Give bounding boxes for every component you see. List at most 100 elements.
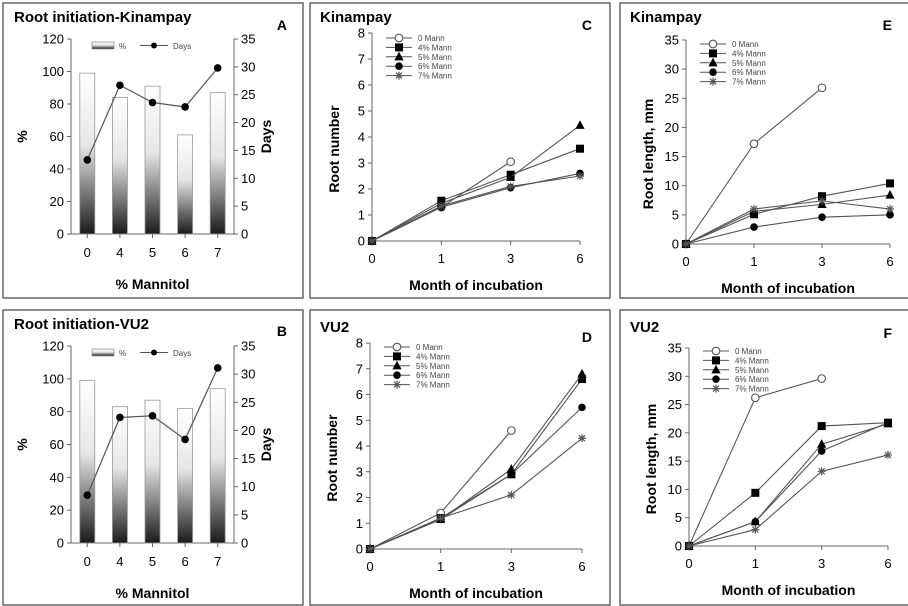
panel-frame [309, 2, 611, 299]
x-tick-label: 0 [366, 559, 373, 574]
x-tick-label: 0 [368, 251, 375, 266]
data-point [506, 464, 516, 473]
y-tick-label: 0 [358, 234, 365, 249]
y-tick-label: 0 [356, 542, 363, 557]
legend-marker [395, 71, 403, 80]
legend-label: 5% Mann [732, 59, 766, 68]
data-point [751, 488, 760, 497]
data-point [506, 426, 516, 435]
data-point [818, 213, 826, 221]
panel-title: Root initiation-Kinampay [14, 9, 192, 26]
panel-b: Root initiation-VU2 B02040608010012005101… [2, 309, 304, 606]
y-tick-label: 5 [675, 510, 682, 525]
x-tick-label: 3 [818, 556, 825, 571]
x-tick-label: 6 [181, 554, 188, 569]
y-tick-label: 80 [50, 97, 64, 112]
panel-title: Kinampay [630, 9, 702, 26]
legend-label: 6% Mann [418, 62, 452, 71]
legend-bar-swatch [91, 348, 115, 357]
y-tick-label: 120 [42, 32, 64, 47]
legend-label: 5% Mann [416, 362, 450, 371]
y-axis-label: Root number [324, 414, 340, 502]
y-tick-label: 7 [356, 361, 363, 376]
bar [209, 92, 226, 235]
y-tick-label: 0 [675, 539, 682, 554]
legend-marker [394, 33, 404, 43]
data-point [818, 192, 826, 201]
x-tick-label: 6 [576, 251, 583, 266]
y2-tick-label: 20 [241, 423, 255, 438]
data-point [437, 201, 446, 210]
data-point [884, 418, 892, 427]
panel-letter: F [883, 325, 892, 341]
y-tick-label: 40 [50, 470, 64, 485]
y-tick-label: 6 [356, 387, 363, 402]
x-tick-label: 6 [884, 556, 891, 571]
y-tick-label: 80 [50, 404, 64, 419]
y-tick-label: 10 [668, 482, 682, 497]
x-tick-label: 1 [438, 251, 445, 266]
x-tick-label: 7 [214, 245, 221, 260]
legend-label: 7% Mann [732, 78, 766, 87]
x-tick-label: 5 [149, 245, 156, 260]
y2-axis-label: Days [258, 428, 274, 462]
y-tick-label: 25 [668, 397, 682, 412]
data-point [576, 144, 584, 153]
legend-marker [393, 380, 401, 389]
x-tick-label: 0 [84, 554, 91, 569]
bar [144, 85, 161, 235]
x-axis-label: % Mannitol [116, 276, 190, 292]
legend-label: 4% Mann [732, 49, 766, 58]
legend-label: 0 Mann [735, 347, 762, 356]
data-point [685, 542, 693, 550]
bar [112, 97, 128, 235]
data-point [818, 196, 826, 205]
x-axis-label: Month of incubation [722, 582, 856, 598]
x-tick-label: 6 [181, 245, 188, 260]
legend-label: 4% Mann [416, 352, 450, 361]
legend-line-marker [151, 42, 157, 49]
data-point [749, 139, 759, 149]
y-tick-label: 20 [665, 120, 679, 135]
legend-line-marker [151, 349, 157, 356]
legend-marker [708, 39, 718, 49]
data-point [682, 240, 690, 248]
bar [144, 399, 161, 544]
legend-marker [392, 342, 402, 352]
data-point [886, 211, 894, 219]
panel-title: VU2 [630, 319, 659, 336]
y-axis-label: Root length, mm [643, 404, 659, 514]
legend-line-label: Days [173, 349, 191, 358]
y2-tick-label: 35 [241, 339, 255, 354]
series-line [371, 148, 581, 242]
y2-axis-label: Days [258, 120, 274, 154]
y-tick-label: 40 [50, 162, 64, 177]
y-tick-label: 3 [356, 464, 363, 479]
y-tick-label: 6 [358, 78, 365, 93]
y2-tick-label: 25 [241, 395, 255, 410]
y2-tick-label: 10 [241, 171, 255, 186]
x-tick-label: 0 [685, 556, 692, 571]
panel-frame [309, 309, 611, 606]
y-tick-label: 100 [42, 64, 64, 79]
legend-marker [708, 57, 718, 67]
legend-marker [709, 49, 717, 58]
data-point [884, 450, 892, 459]
y2-tick-label: 10 [241, 479, 255, 494]
legend-marker [709, 77, 717, 86]
data-point [506, 157, 516, 167]
data-point [885, 190, 895, 199]
legend-line-label: Days [173, 42, 191, 51]
panel-letter: D [582, 329, 592, 345]
data-point [436, 514, 445, 523]
y-tick-label: 0 [672, 237, 679, 252]
y-tick-label: 20 [668, 425, 682, 440]
data-point [577, 368, 587, 378]
data-point [751, 517, 760, 526]
data-point [817, 374, 827, 383]
y2-tick-label: 5 [241, 199, 248, 214]
y-tick-label: 4 [358, 130, 365, 145]
y-tick-label: 5 [672, 207, 679, 222]
y2-tick-label: 25 [241, 87, 255, 102]
